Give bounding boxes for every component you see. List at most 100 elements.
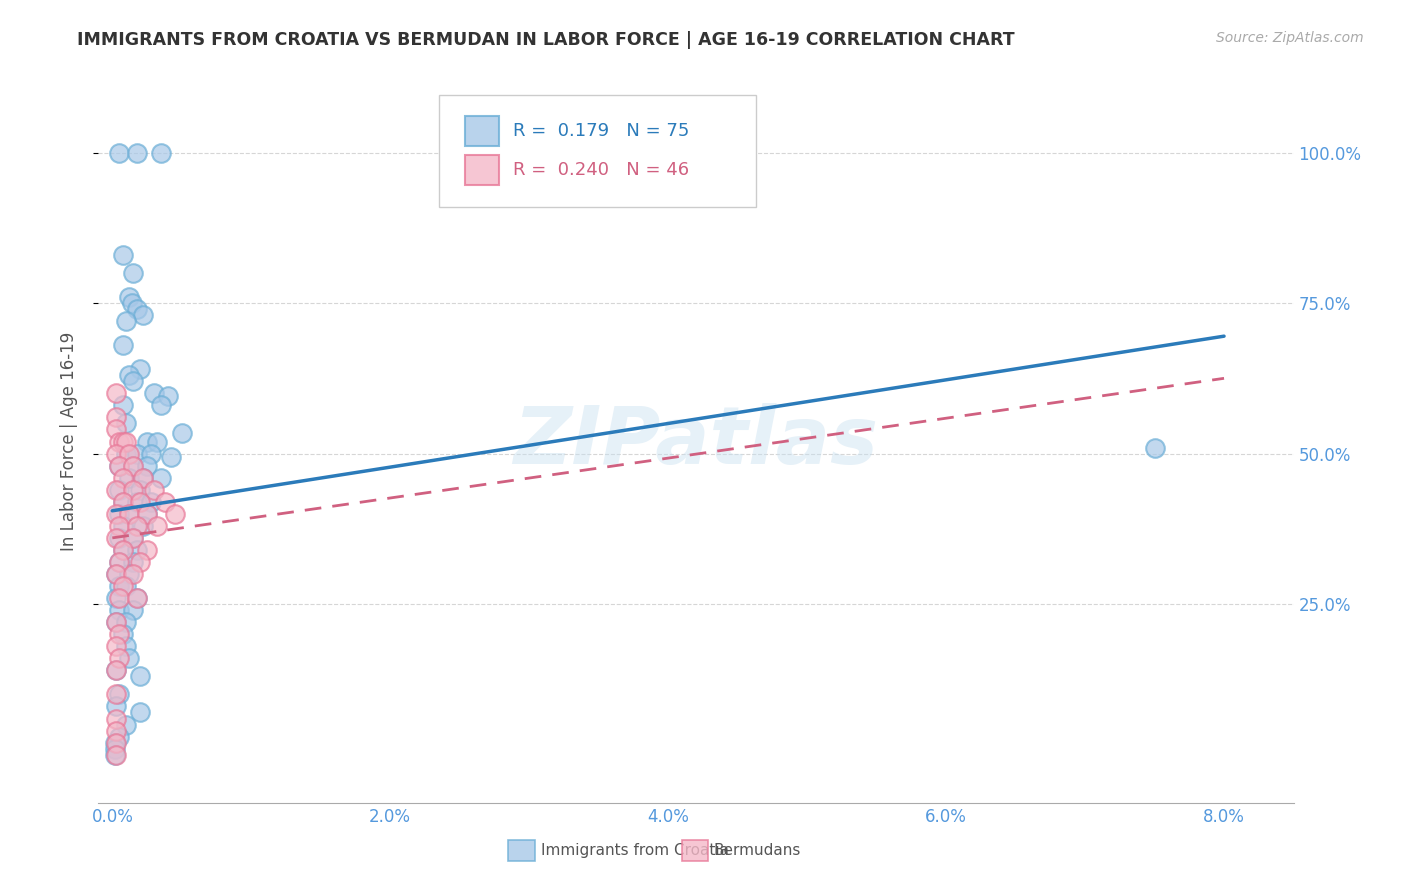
Point <box>105 687 128 701</box>
Point <box>118 290 141 304</box>
Point <box>112 471 135 485</box>
Point <box>108 483 131 497</box>
Point <box>108 458 131 473</box>
Point <box>122 375 145 389</box>
Point <box>129 483 152 497</box>
Point <box>108 687 131 701</box>
Point <box>127 591 149 606</box>
Point <box>122 567 145 582</box>
FancyBboxPatch shape <box>439 95 756 207</box>
Point <box>112 542 135 557</box>
Point <box>132 471 155 485</box>
Point <box>115 615 138 630</box>
Point <box>129 669 152 683</box>
Point <box>108 531 131 545</box>
Point <box>141 446 163 460</box>
Point <box>1143 441 1166 455</box>
Point <box>104 741 127 756</box>
Point <box>108 555 131 569</box>
Point <box>108 651 131 665</box>
Point <box>108 579 131 593</box>
Point <box>136 458 159 473</box>
Point <box>129 362 152 376</box>
Point <box>112 248 135 262</box>
Point <box>112 627 135 641</box>
Point <box>104 747 127 762</box>
Point <box>127 591 149 606</box>
Point <box>149 145 172 160</box>
Point <box>122 458 145 473</box>
Point <box>115 639 138 653</box>
Text: Source: ZipAtlas.com: Source: ZipAtlas.com <box>1216 31 1364 45</box>
Y-axis label: In Labor Force | Age 16-19: In Labor Force | Age 16-19 <box>59 332 77 551</box>
Point <box>105 615 128 630</box>
Point <box>118 507 141 521</box>
Point <box>136 507 159 521</box>
Point <box>105 507 128 521</box>
FancyBboxPatch shape <box>465 116 499 146</box>
Point <box>112 434 135 449</box>
Text: R =  0.240   N = 46: R = 0.240 N = 46 <box>513 161 689 179</box>
Text: ZIPatlas: ZIPatlas <box>513 402 879 481</box>
Point <box>105 712 128 726</box>
Point <box>112 338 135 352</box>
FancyBboxPatch shape <box>509 840 534 861</box>
Point <box>108 145 131 160</box>
Point <box>105 615 128 630</box>
Point <box>115 579 138 593</box>
Point <box>105 747 128 762</box>
Point <box>108 603 131 617</box>
Point <box>143 386 166 401</box>
Point <box>127 519 149 533</box>
Point <box>149 398 172 412</box>
Point <box>105 723 128 738</box>
Point <box>112 398 135 412</box>
Point <box>105 664 128 678</box>
Point <box>108 555 131 569</box>
Point <box>105 423 128 437</box>
Point <box>136 542 159 557</box>
Point <box>115 717 138 731</box>
Point <box>105 567 128 582</box>
Point <box>127 446 149 460</box>
Point <box>112 494 135 508</box>
Text: IMMIGRANTS FROM CROATIA VS BERMUDAN IN LABOR FORCE | AGE 16-19 CORRELATION CHART: IMMIGRANTS FROM CROATIA VS BERMUDAN IN L… <box>77 31 1015 49</box>
Point <box>149 471 172 485</box>
Point <box>143 483 166 497</box>
Point <box>136 507 159 521</box>
Point <box>105 386 128 401</box>
Point <box>118 567 141 582</box>
Point <box>122 555 145 569</box>
Point <box>108 519 131 533</box>
Point <box>156 389 179 403</box>
Point <box>115 446 138 460</box>
Point <box>122 266 145 280</box>
Point <box>105 735 128 749</box>
Point <box>105 639 128 653</box>
Point <box>132 471 155 485</box>
Point <box>163 507 186 521</box>
Point <box>127 301 149 317</box>
Point <box>153 494 176 508</box>
Point <box>115 314 138 328</box>
Point <box>105 410 128 425</box>
Point <box>121 296 143 310</box>
Point <box>105 664 128 678</box>
Point <box>129 555 152 569</box>
Point <box>122 483 145 497</box>
Point <box>115 417 138 431</box>
Point <box>122 531 145 545</box>
FancyBboxPatch shape <box>682 840 709 861</box>
Text: Bermudans: Bermudans <box>714 843 801 858</box>
Point <box>104 735 127 749</box>
Point <box>127 542 149 557</box>
Point <box>115 434 138 449</box>
Point <box>108 434 131 449</box>
Point <box>118 507 141 521</box>
Point <box>105 483 128 497</box>
Point <box>122 603 145 617</box>
Point <box>105 531 128 545</box>
Point <box>105 446 128 460</box>
Point <box>127 494 149 508</box>
Point <box>105 699 128 714</box>
